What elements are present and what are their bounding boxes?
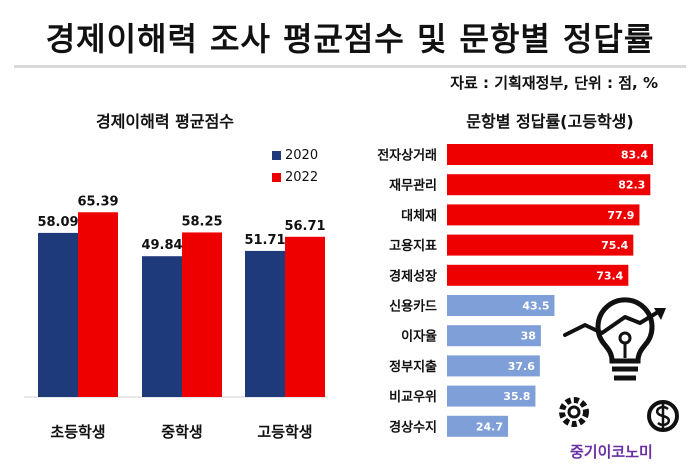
data-label-8: 35.8 xyxy=(503,390,530,403)
category-label-0: 전자상거래 xyxy=(377,148,437,164)
data-label-2020-0: 58.09 xyxy=(37,215,78,230)
category-label-2: 고등학생 xyxy=(257,423,312,441)
lightbulb-trend-icon xyxy=(559,297,679,432)
page-title: 경제이해력 조사 평균점수 및 문항별 정답률 xyxy=(45,20,655,58)
bar-0 xyxy=(447,144,654,165)
bar-6 xyxy=(447,325,541,347)
legend-label-2020: 2020 xyxy=(285,148,319,163)
data-label-3: 75.4 xyxy=(601,239,628,252)
data-label-1: 82.3 xyxy=(618,179,645,192)
left-chart-title: 경제이해력 평균점수 xyxy=(95,112,235,131)
data-label-2020-2: 51.71 xyxy=(244,233,285,248)
category-label-4: 경제성장 xyxy=(389,268,437,284)
bar-3 xyxy=(447,234,634,256)
source-note: 자료 : 기획재정부, 단위 : 점, % xyxy=(450,74,658,92)
legend-swatch-2022 xyxy=(272,173,281,182)
title-divider xyxy=(14,65,686,68)
category-label-1: 재무관리 xyxy=(389,178,437,194)
category-label-7: 정부지출 xyxy=(389,359,437,375)
data-label-9: 24.7 xyxy=(476,420,503,433)
data-label-7: 37.6 xyxy=(508,360,535,373)
category-label-1: 중학생 xyxy=(161,423,202,441)
bar-2022-0 xyxy=(78,212,118,397)
category-label-5: 신용카드 xyxy=(389,299,437,315)
bar-2020-2 xyxy=(245,250,285,397)
data-label-5: 43.5 xyxy=(522,300,549,313)
brand-logo-text: 중기이코노미 xyxy=(570,443,653,461)
data-label-0: 83.4 xyxy=(621,149,648,162)
data-label-6: 38 xyxy=(521,330,536,343)
legend-swatch-2020 xyxy=(272,151,281,160)
bar-9 xyxy=(447,415,509,437)
data-label-2: 77.9 xyxy=(607,209,634,222)
bar-2020-1 xyxy=(142,256,182,397)
category-label-2: 대체재 xyxy=(401,209,437,224)
legend-item-2020: 2020 xyxy=(272,148,318,163)
category-label-3: 고용지표 xyxy=(389,238,437,254)
legend-label-2022: 2022 xyxy=(285,170,319,185)
bar-2020-0 xyxy=(38,232,78,397)
bar-2022-2 xyxy=(285,236,325,397)
bar-8 xyxy=(447,385,536,407)
data-label-2022-1: 58.25 xyxy=(181,214,222,229)
data-label-2020-1: 49.84 xyxy=(141,238,182,253)
data-label-4: 73.4 xyxy=(596,269,623,282)
bar-4 xyxy=(447,264,629,286)
bar-2 xyxy=(447,204,640,226)
chart-legend: 2020 2022 xyxy=(272,148,318,192)
legend-item-2022: 2022 xyxy=(272,170,318,185)
bar-1 xyxy=(447,174,651,196)
data-label-2022-2: 56.71 xyxy=(284,219,325,234)
bar-2022-1 xyxy=(182,232,222,397)
bar-5 xyxy=(447,295,555,316)
bar-7 xyxy=(447,355,540,377)
category-label-8: 비교우위 xyxy=(389,390,437,405)
category-label-6: 이자율 xyxy=(401,329,437,345)
category-label-9: 경상수지 xyxy=(389,419,437,435)
category-label-0: 초등학생 xyxy=(50,423,105,441)
data-label-2022-0: 65.39 xyxy=(77,194,118,209)
right-chart-title: 문항별 정답률(고등학생) xyxy=(466,112,634,131)
